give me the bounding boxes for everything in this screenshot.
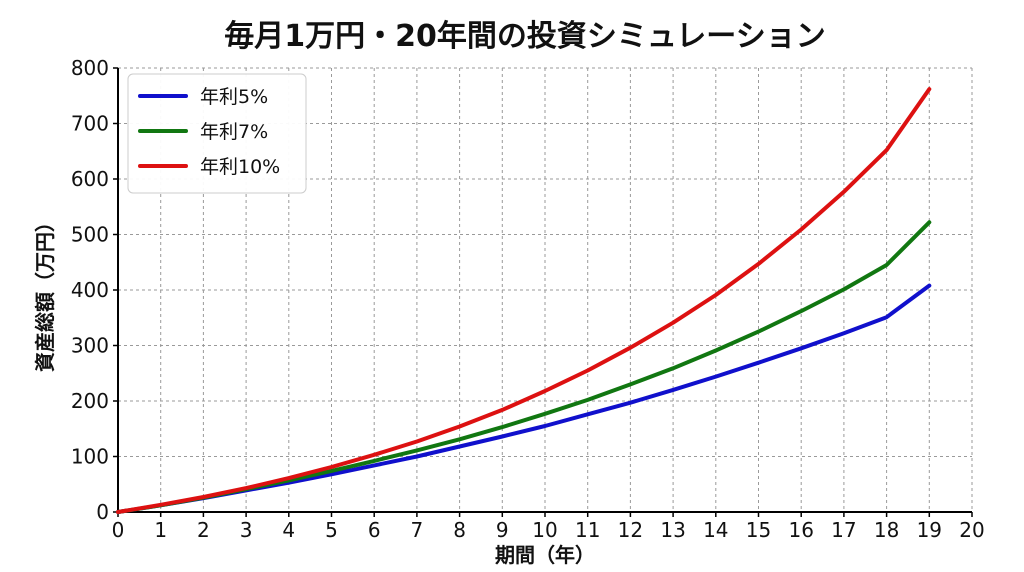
x-axis-label: 期間（年） — [495, 543, 595, 567]
y-tick-label: 600 — [71, 167, 109, 191]
x-tick-label: 10 — [532, 518, 557, 542]
legend: 年利5% 年利7% 年利10% — [127, 73, 307, 194]
x-tick-label: 15 — [746, 518, 771, 542]
x-tick-label: 1 — [154, 518, 167, 542]
x-tick-label: 2 — [197, 518, 210, 542]
y-tick-label: 300 — [71, 334, 109, 358]
x-tick-label: 0 — [112, 518, 125, 542]
y-tick-label: 800 — [71, 56, 109, 80]
x-tick-label: 7 — [411, 518, 424, 542]
x-tick-label: 14 — [703, 518, 728, 542]
legend-label: 年利10% — [200, 156, 280, 178]
legend-label: 年利5% — [200, 86, 268, 108]
x-tick-label: 12 — [618, 518, 643, 542]
legend-label: 年利7% — [200, 121, 268, 143]
x-tick-label: 16 — [788, 518, 813, 542]
series-line-1 — [116, 220, 932, 514]
x-tick-label: 18 — [874, 518, 899, 542]
x-tick-label: 4 — [282, 518, 295, 542]
series-lines — [116, 87, 932, 514]
x-tick-label: 11 — [575, 518, 600, 542]
y-tick-label: 400 — [71, 278, 109, 302]
x-tick-label: 17 — [831, 518, 856, 542]
grid — [117, 67, 973, 513]
y-tick-label: 500 — [71, 223, 109, 247]
series-line-2 — [116, 87, 932, 514]
x-tick-label: 13 — [660, 518, 685, 542]
x-tick-label: 5 — [325, 518, 338, 542]
x-tick-label: 8 — [453, 518, 466, 542]
legend-box — [127, 73, 307, 194]
x-tick-label: 6 — [368, 518, 381, 542]
y-tick-label: 700 — [71, 112, 109, 136]
y-tick-label: 100 — [71, 445, 109, 469]
x-tick-label: 3 — [240, 518, 253, 542]
tick-labels: 0 1 2 3 4 5 6 7 8 9 10 11 12 13 14 15 16 17 18 19 2001002003… — [71, 56, 985, 542]
chart-title: 毎月1万円・20年間の投資シミュレーション — [224, 19, 825, 54]
x-tick-label: 9 — [496, 518, 509, 542]
y-axis-label: 資産総額（万円） — [33, 212, 57, 372]
y-tick-label: 0 — [96, 500, 109, 524]
y-tick-label: 200 — [71, 389, 109, 413]
x-tick-label: 20 — [959, 518, 984, 542]
x-tick-label: 19 — [917, 518, 942, 542]
